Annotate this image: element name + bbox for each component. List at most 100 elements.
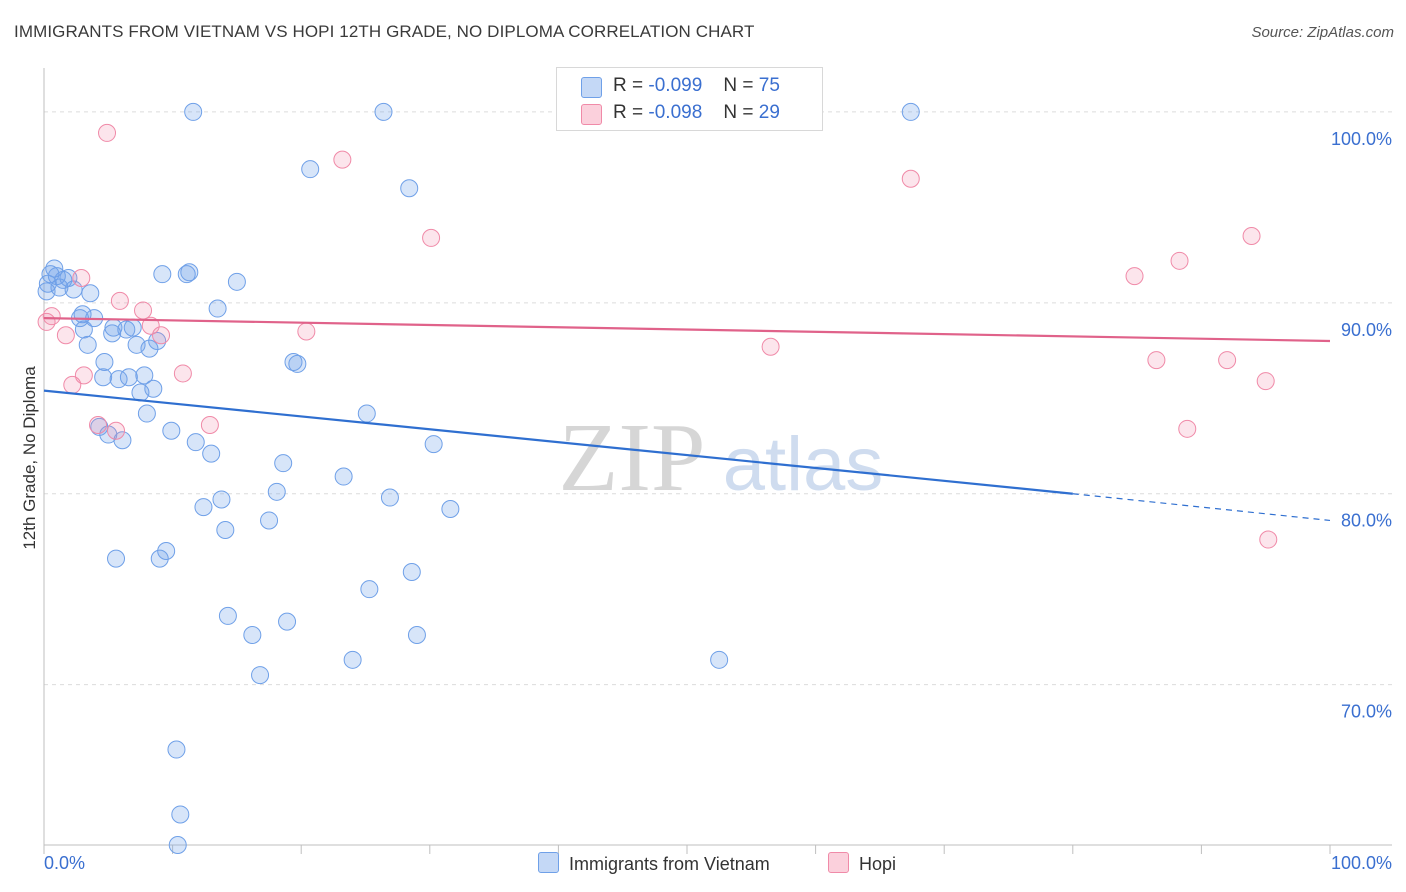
point-vietnam — [74, 320, 93, 339]
point-vietnam — [218, 606, 237, 625]
source-label: Source: ZipAtlas.com — [1251, 24, 1394, 41]
point-vietnam — [59, 269, 78, 287]
y-tick-label: 100.0% — [1331, 129, 1392, 149]
point-hopi — [1256, 372, 1275, 391]
point-vietnam — [710, 650, 729, 669]
x-tick-label-max: 100.0% — [1331, 853, 1392, 873]
point-vietnam — [243, 626, 262, 644]
series-swatch-hopi — [828, 852, 849, 873]
point-vietnam — [901, 102, 920, 121]
series-legend-vietnam[interactable]: Immigrants from Vietnam — [538, 852, 770, 875]
point-vietnam — [212, 490, 231, 509]
point-vietnam — [153, 265, 172, 284]
series-label-vietnam: Immigrants from Vietnam — [569, 854, 770, 874]
point-hopi — [200, 416, 219, 434]
point-vietnam — [162, 421, 181, 440]
legend-n-label: N = — [723, 75, 754, 96]
point-vietnam — [137, 404, 156, 423]
y-tick-label: 70.0% — [1341, 702, 1392, 722]
legend-r-value: -0.098 — [648, 102, 703, 123]
point-vietnam — [150, 549, 169, 568]
point-hopi — [74, 366, 93, 385]
point-vietnam — [81, 284, 100, 303]
series-label-hopi: Hopi — [859, 854, 897, 874]
point-hopi — [89, 416, 108, 434]
legend-n-value: 29 — [758, 102, 780, 123]
point-vietnam — [177, 265, 196, 284]
point-vietnam — [157, 542, 176, 560]
point-vietnam — [186, 433, 205, 452]
point-vietnam — [400, 179, 419, 198]
legend-swatch-vietnam — [581, 77, 602, 98]
legend-n-label: N = — [723, 102, 754, 123]
point-vietnam — [107, 549, 126, 568]
point-vietnam — [208, 299, 227, 318]
gridlines — [44, 111, 1392, 686]
watermark-atlas: atlas — [723, 422, 884, 507]
point-hopi — [56, 326, 75, 345]
point-vietnam — [424, 435, 443, 454]
point-vietnam — [167, 740, 186, 759]
point-vietnam — [202, 444, 221, 463]
data-points — [37, 101, 1278, 854]
legend-r-label: R = — [613, 102, 644, 123]
point-hopi — [1242, 227, 1261, 245]
point-vietnam — [334, 467, 353, 486]
chart-title: IMMIGRANTS FROM VIETNAM VS HOPI 12TH GRA… — [14, 22, 755, 41]
point-hopi — [1170, 251, 1189, 270]
series-legend-hopi[interactable]: Hopi — [828, 852, 896, 875]
point-vietnam — [216, 521, 235, 539]
tick-labels: 0.0% 100.0% 100.0% 90.0% 80.0% 70.0% — [44, 129, 1392, 873]
point-hopi — [42, 307, 61, 326]
point-hopi — [901, 169, 920, 188]
point-hopi — [1178, 419, 1197, 438]
axes — [43, 68, 1392, 854]
point-hopi — [297, 322, 316, 341]
point-vietnam — [402, 563, 421, 581]
x-tick-label-min: 0.0% — [44, 853, 85, 873]
point-hopi — [173, 364, 192, 383]
point-vietnam — [171, 805, 190, 824]
watermark: ZIP atlas — [559, 404, 884, 512]
point-vietnam — [260, 511, 279, 530]
point-vietnam — [278, 612, 297, 631]
point-vietnam — [301, 160, 320, 179]
point-vietnam — [123, 318, 142, 337]
point-vietnam — [380, 488, 399, 507]
point-vietnam — [78, 335, 97, 354]
point-vietnam — [103, 324, 122, 343]
point-vietnam — [140, 339, 159, 358]
point-vietnam — [343, 650, 362, 669]
point-hopi — [107, 421, 126, 440]
point-hopi — [134, 301, 153, 320]
point-vietnam — [113, 431, 132, 450]
point-vietnam — [360, 580, 379, 599]
point-vietnam — [274, 454, 293, 473]
series-swatch-vietnam — [538, 852, 559, 873]
trend-line-hopi — [43, 316, 1331, 343]
point-vietnam — [37, 282, 56, 301]
point-hopi — [1125, 267, 1144, 286]
point-hopi — [1218, 351, 1237, 370]
legend-n-value: 75 — [758, 75, 780, 96]
point-vietnam — [119, 368, 138, 387]
point-vietnam — [407, 626, 426, 644]
point-vietnam — [288, 354, 307, 373]
point-hopi — [1147, 351, 1166, 370]
y-tick-label: 80.0% — [1341, 511, 1392, 531]
point-hopi — [152, 326, 171, 345]
point-vietnam — [184, 102, 203, 121]
point-vietnam — [94, 368, 113, 387]
y-tick-label: 90.0% — [1341, 320, 1392, 340]
point-vietnam — [95, 353, 114, 371]
point-vietnam — [168, 836, 187, 854]
point-vietnam — [227, 272, 246, 291]
point-vietnam — [135, 366, 154, 385]
point-vietnam — [251, 666, 270, 685]
point-vietnam — [180, 263, 199, 282]
legend-r-label: R = — [613, 75, 644, 96]
point-vietnam — [144, 379, 163, 398]
point-hopi — [72, 269, 91, 287]
point-hopi — [98, 123, 117, 142]
